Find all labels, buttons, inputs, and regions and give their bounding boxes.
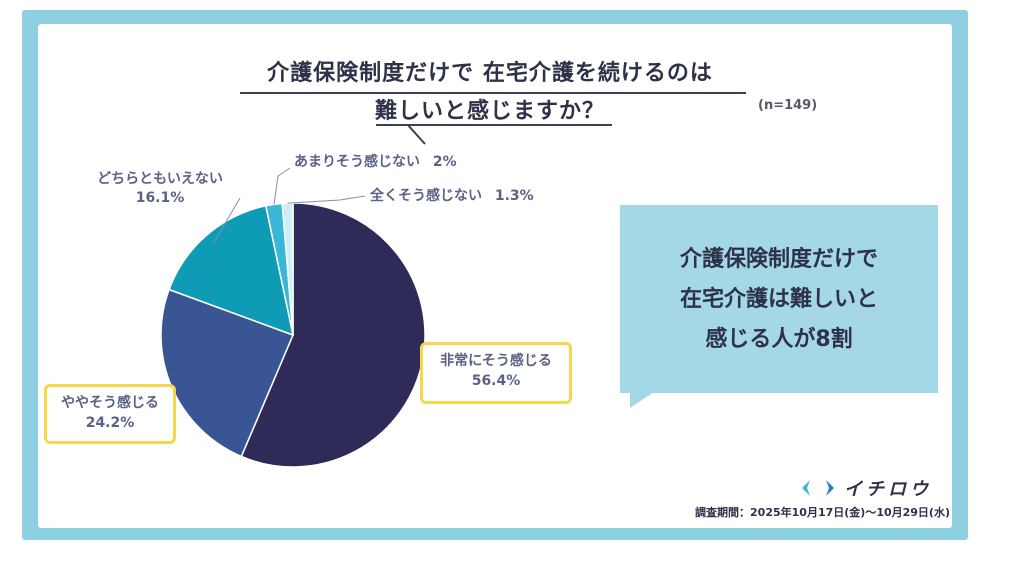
summary-line-3: 感じる人が8割 <box>705 327 853 352</box>
slice-label-somewhat-name: ややそう感じる <box>61 395 159 411</box>
title-pointer <box>406 124 426 145</box>
summary-callout-tail <box>630 392 654 408</box>
chevron-pair-logo-icon <box>802 480 834 496</box>
summary-line-1: 介護保険制度だけで <box>679 247 878 272</box>
chart-title-line-2: 難しいと感じますか？ <box>374 99 605 124</box>
slice-label-neutral-value: 16.1% <box>135 190 185 206</box>
leader-line-not-at-all <box>287 195 366 204</box>
slice-label-not-much-name: あまりそう感じない <box>294 154 420 170</box>
leader-line-neutral <box>213 197 241 244</box>
leader-line-not-much <box>273 167 291 205</box>
slice-label-somewhat-value: 24.2% <box>85 415 135 431</box>
title-underline-top <box>240 92 746 94</box>
chart-title-line-1: 介護保険制度だけで 在宅介護を続けるのは <box>267 61 713 86</box>
sample-size: (n=149) <box>758 98 818 113</box>
summary-line-2: 在宅介護は難しいと <box>679 287 878 312</box>
pie-slice-neutral <box>168 204 295 337</box>
brand-name: イチロウ <box>844 479 932 500</box>
chart-title: 介護保険制度だけで 在宅介護を続けるのは 難しいと感じますか？ <box>210 55 770 131</box>
slice-label-neutral: どちらともいえない 16.1% <box>80 170 240 208</box>
survey-period: 調査期間：2025年10月17日(金)〜10月29日(水) <box>695 506 950 519</box>
slice-label-not-much: あまりそう感じない 2% <box>294 153 457 172</box>
slice-label-somewhat: ややそう感じる 24.2% <box>44 384 176 444</box>
slice-label-neutral-name: どちらともいえない <box>97 171 223 187</box>
slice-label-not-at-all-name: 全くそう感じない <box>370 188 482 204</box>
slice-label-not-at-all-value: 1.3% <box>494 188 534 204</box>
summary-callout <box>620 205 938 393</box>
summary-callout-text: 介護保険制度だけで 在宅介護は難しいと 感じる人が8割 <box>620 240 938 360</box>
slice-label-very-much-value: 56.4% <box>471 373 521 389</box>
slice-label-not-at-all: 全くそう感じない 1.3% <box>370 187 534 206</box>
slice-label-not-much-value: 2% <box>432 154 457 170</box>
slice-label-very-much: 非常にそう感じる 56.4% <box>420 342 572 404</box>
slice-label-very-much-name: 非常にそう感じる <box>440 353 552 369</box>
title-underline-bottom <box>376 124 612 126</box>
brand-logo: イチロウ <box>800 476 932 500</box>
